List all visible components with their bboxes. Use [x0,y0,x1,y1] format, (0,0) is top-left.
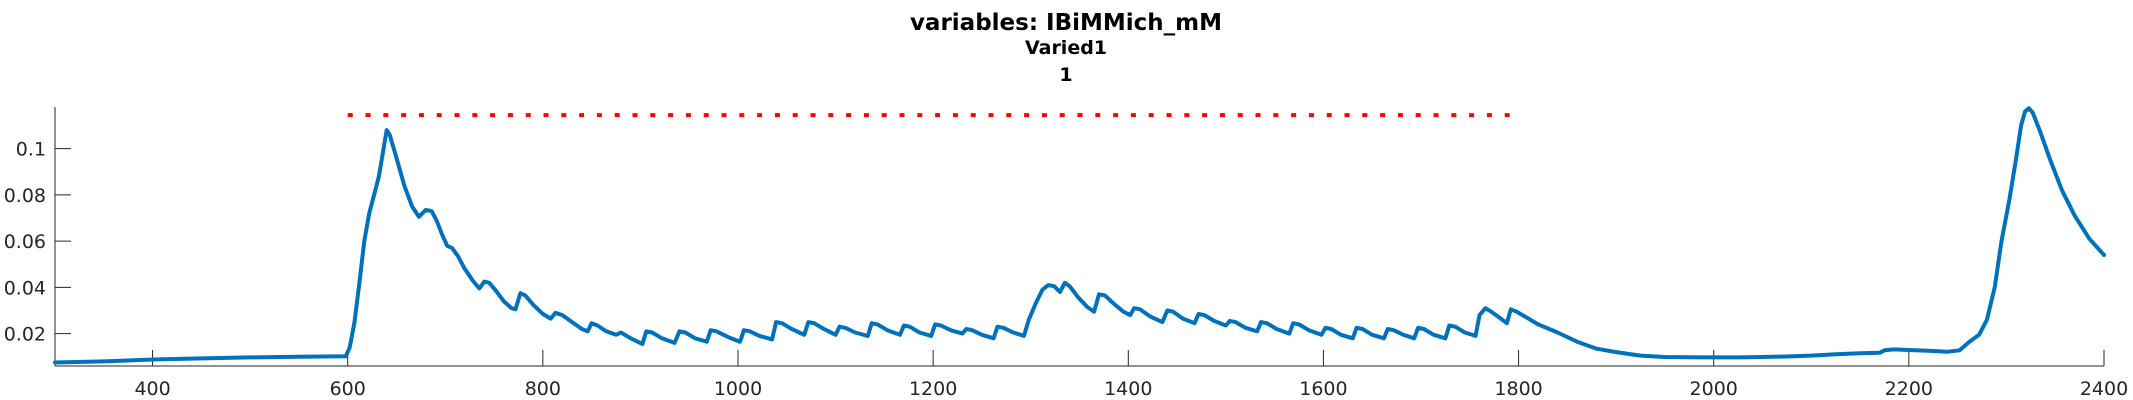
chart-subtitle-line-2: 1 [1059,64,1072,86]
chart-subtitle-line-1: Varied1 [1025,37,1107,59]
x-tick-label: 600 [330,378,366,400]
x-tick-label: 1400 [1104,378,1152,400]
x-ticks: 400 600 800 1000 1200 1400 1600 1800 2000 2200 240… [134,350,2128,400]
y-tick-label: 0.1 [16,139,46,161]
series-line [53,106,2106,365]
x-tick-label: 800 [525,378,561,400]
y-tick-label: 0.08 [4,185,46,207]
x-tick-label: 1000 [714,378,762,400]
y-ticks: 0.02 0.04 0.06 0.08 0.1 [4,139,71,346]
y-tick-label: 0.06 [4,231,46,253]
x-tick-label: 2000 [1690,378,1738,400]
y-tick-label: 0.04 [4,277,46,299]
x-tick-label: 400 [134,378,170,400]
chart-title: variables: IBiMMich_mM [910,10,1222,36]
y-tick-label: 0.02 [4,324,46,346]
x-tick-label: 1600 [1299,378,1347,400]
x-tick-label: 2200 [1885,378,1933,400]
x-tick-label: 1800 [1494,378,1542,400]
x-tick-label: 2400 [2080,378,2128,400]
axes [54,107,2104,367]
x-tick-label: 1200 [909,378,957,400]
series-layer [53,106,2106,365]
